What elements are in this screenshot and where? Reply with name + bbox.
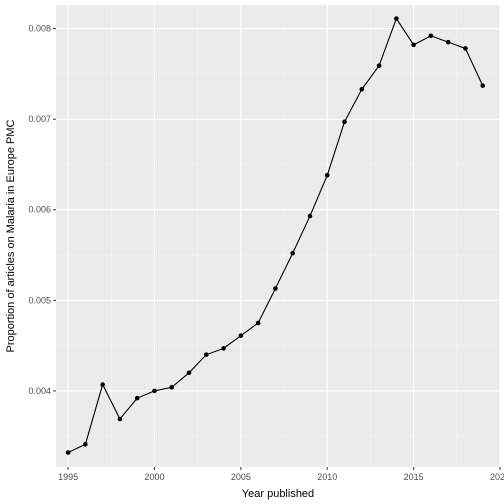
- data-point: [307, 213, 313, 219]
- y-axis-title: Proportion of articles on Malaria in Eur…: [5, 119, 17, 352]
- data-point: [186, 370, 192, 376]
- data-point: [273, 286, 278, 291]
- y-tick-label: 0.006: [28, 205, 51, 215]
- data-point: [290, 250, 295, 256]
- x-tick-label: 2015: [404, 472, 424, 482]
- data-point: [411, 42, 416, 48]
- data-point: [169, 384, 175, 390]
- data-point: [480, 83, 486, 88]
- data-point: [342, 119, 347, 125]
- data-point: [238, 333, 244, 338]
- x-tick-label: 2005: [231, 472, 251, 482]
- data-point: [204, 352, 209, 357]
- y-tick-label: 0.008: [28, 24, 51, 34]
- data-point: [255, 320, 261, 326]
- data-point: [134, 395, 140, 401]
- x-tick-label: 1995: [58, 472, 78, 482]
- y-tick-label: 0.004: [28, 386, 51, 396]
- data-point: [394, 16, 399, 21]
- major-gridlines: [56, 5, 501, 467]
- y-tick-label: 0.005: [28, 295, 51, 305]
- y-tick-label: 0.007: [28, 114, 51, 124]
- data-point: [359, 86, 365, 92]
- data-point: [83, 442, 88, 447]
- x-tick-label: 2000: [144, 472, 164, 482]
- data-point: [324, 173, 330, 178]
- minor-gridlines: [56, 5, 500, 467]
- data-point: [152, 388, 157, 394]
- data-point: [221, 346, 226, 351]
- data-point: [100, 382, 105, 387]
- plot-panel: [56, 5, 500, 467]
- y-axis: 0.004 0.005 0.006 0.007 0.008: [28, 24, 56, 396]
- data-point: [65, 450, 71, 455]
- x-axis-title: Year published: [242, 488, 314, 500]
- data-point: [376, 63, 382, 68]
- data-point: [445, 39, 451, 45]
- data-point: [428, 33, 434, 39]
- data-point: [117, 416, 123, 422]
- x-tick-label: 2010: [317, 472, 337, 482]
- data-point: [463, 46, 468, 51]
- series-points: [65, 16, 486, 455]
